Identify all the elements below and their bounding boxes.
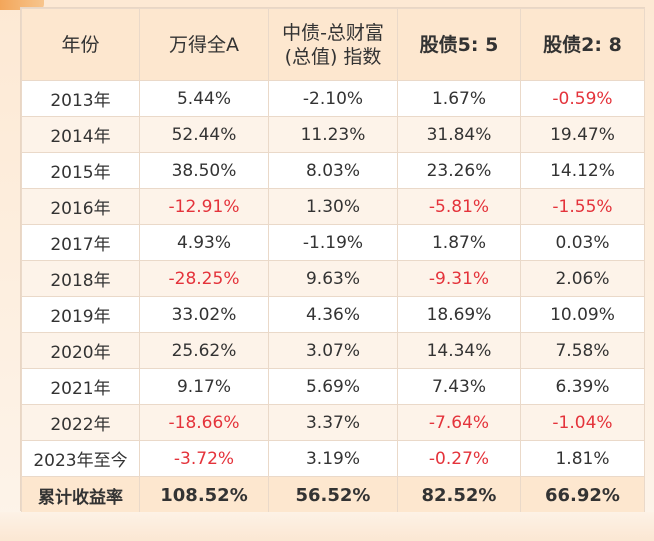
table-row: 2014年 52.44% 11.23% 31.84% 19.47% — [21, 116, 645, 153]
year-cell: 2017年 — [21, 224, 140, 261]
corner-decoration — [0, 0, 44, 10]
column-header-text: 股债5: 5 — [419, 33, 499, 56]
return-cell: 19.47% — [520, 116, 645, 153]
table-row: 2020年 25.62% 3.07% 14.34% 7.58% — [21, 332, 645, 369]
return-cell: -12.91% — [139, 188, 269, 225]
bottom-band — [0, 512, 654, 541]
return-cell: 3.37% — [268, 404, 398, 441]
return-cell: 9.63% — [268, 260, 398, 297]
return-cell: -28.25% — [139, 260, 269, 297]
cumulative-return-row: 累计收益率 108.52% 56.52% 82.52% 66.92% — [21, 476, 645, 514]
return-cell: 14.12% — [520, 152, 645, 189]
return-cell: 10.09% — [520, 296, 645, 333]
return-cell: 38.50% — [139, 152, 269, 189]
year-cell: 2022年 — [21, 404, 140, 441]
cumulative-return-value: 82.52% — [397, 476, 521, 514]
return-cell: 5.69% — [268, 368, 398, 405]
table-body: 2013年 5.44% -2.10% 1.67% -0.59% 2014年 52.44% 11… — [21, 80, 645, 514]
return-cell: 52.44% — [139, 116, 269, 153]
year-cell: 2018年 — [21, 260, 140, 297]
column-header-text: 万得全A — [169, 33, 239, 56]
return-cell: 2.06% — [520, 260, 645, 297]
return-cell: 33.02% — [139, 296, 269, 333]
return-cell: 25.62% — [139, 332, 269, 369]
return-cell: -18.66% — [139, 404, 269, 441]
annual-returns-table: 年份 万得全A 中债-总财富 (总值) 指数 股债5: 5 股债2: 8 2013年 5.4… — [21, 8, 645, 514]
returns-table-container: 年份 万得全A 中债-总财富 (总值) 指数 股债5: 5 股债2: 8 2013年 5.4… — [20, 7, 645, 514]
cumulative-return-label: 累计收益率 — [21, 476, 140, 514]
table-row: 2013年 5.44% -2.10% 1.67% -0.59% — [21, 80, 645, 117]
year-cell: 2020年 — [21, 332, 140, 369]
return-cell: 7.43% — [397, 368, 521, 405]
column-header-0: 年份 — [21, 8, 140, 81]
return-cell: -0.27% — [397, 440, 521, 477]
return-cell: 1.81% — [520, 440, 645, 477]
table-row: 2021年 9.17% 5.69% 7.43% 6.39% — [21, 368, 645, 405]
table-row: 2015年 38.50% 8.03% 23.26% 14.12% — [21, 152, 645, 189]
column-header-2: 中债-总财富 (总值) 指数 — [268, 8, 398, 81]
return-cell: 3.19% — [268, 440, 398, 477]
cumulative-return-value: 56.52% — [268, 476, 398, 514]
year-cell: 2016年 — [21, 188, 140, 225]
return-cell: -1.55% — [520, 188, 645, 225]
year-cell: 2013年 — [21, 80, 140, 117]
return-cell: 7.58% — [520, 332, 645, 369]
column-header-text: (总值) 指数 — [284, 45, 382, 68]
table-row: 2023年至今 -3.72% 3.19% -0.27% 1.81% — [21, 440, 645, 477]
return-cell: -2.10% — [268, 80, 398, 117]
column-header-text: 年份 — [61, 33, 100, 56]
year-cell: 2021年 — [21, 368, 140, 405]
return-cell: 31.84% — [397, 116, 521, 153]
return-cell: -9.31% — [397, 260, 521, 297]
return-cell: 4.93% — [139, 224, 269, 261]
return-cell: 4.36% — [268, 296, 398, 333]
year-cell: 2015年 — [21, 152, 140, 189]
return-cell: 9.17% — [139, 368, 269, 405]
column-header-3: 股债5: 5 — [397, 8, 521, 81]
column-header-4: 股债2: 8 — [520, 8, 645, 81]
header-row: 年份 万得全A 中债-总财富 (总值) 指数 股债5: 5 股债2: 8 — [21, 8, 645, 81]
return-cell: -3.72% — [139, 440, 269, 477]
return-cell: -7.64% — [397, 404, 521, 441]
return-cell: 23.26% — [397, 152, 521, 189]
return-cell: 1.87% — [397, 224, 521, 261]
return-cell: -1.04% — [520, 404, 645, 441]
table-row: 2016年 -12.91% 1.30% -5.81% -1.55% — [21, 188, 645, 225]
cumulative-return-value: 108.52% — [139, 476, 269, 514]
return-cell: 8.03% — [268, 152, 398, 189]
table-row: 2017年 4.93% -1.19% 1.87% 0.03% — [21, 224, 645, 261]
cumulative-return-value: 66.92% — [520, 476, 645, 514]
return-cell: 11.23% — [268, 116, 398, 153]
column-header-1: 万得全A — [139, 8, 269, 81]
return-cell: -0.59% — [520, 80, 645, 117]
return-cell: 14.34% — [397, 332, 521, 369]
table-row: 2018年 -28.25% 9.63% -9.31% 2.06% — [21, 260, 645, 297]
return-cell: -5.81% — [397, 188, 521, 225]
table-row: 2019年 33.02% 4.36% 18.69% 10.09% — [21, 296, 645, 333]
return-cell: 1.30% — [268, 188, 398, 225]
return-cell: 18.69% — [397, 296, 521, 333]
table-header: 年份 万得全A 中债-总财富 (总值) 指数 股债5: 5 股债2: 8 — [21, 8, 645, 81]
column-header-text: 股债2: 8 — [543, 33, 622, 56]
column-header-text: 中债-总财富 — [282, 21, 384, 44]
year-cell: 2023年至今 — [21, 440, 140, 477]
return-cell: -1.19% — [268, 224, 398, 261]
return-cell: 6.39% — [520, 368, 645, 405]
table-row: 2022年 -18.66% 3.37% -7.64% -1.04% — [21, 404, 645, 441]
return-cell: 1.67% — [397, 80, 521, 117]
year-cell: 2019年 — [21, 296, 140, 333]
return-cell: 3.07% — [268, 332, 398, 369]
return-cell: 0.03% — [520, 224, 645, 261]
return-cell: 5.44% — [139, 80, 269, 117]
year-cell: 2014年 — [21, 116, 140, 153]
